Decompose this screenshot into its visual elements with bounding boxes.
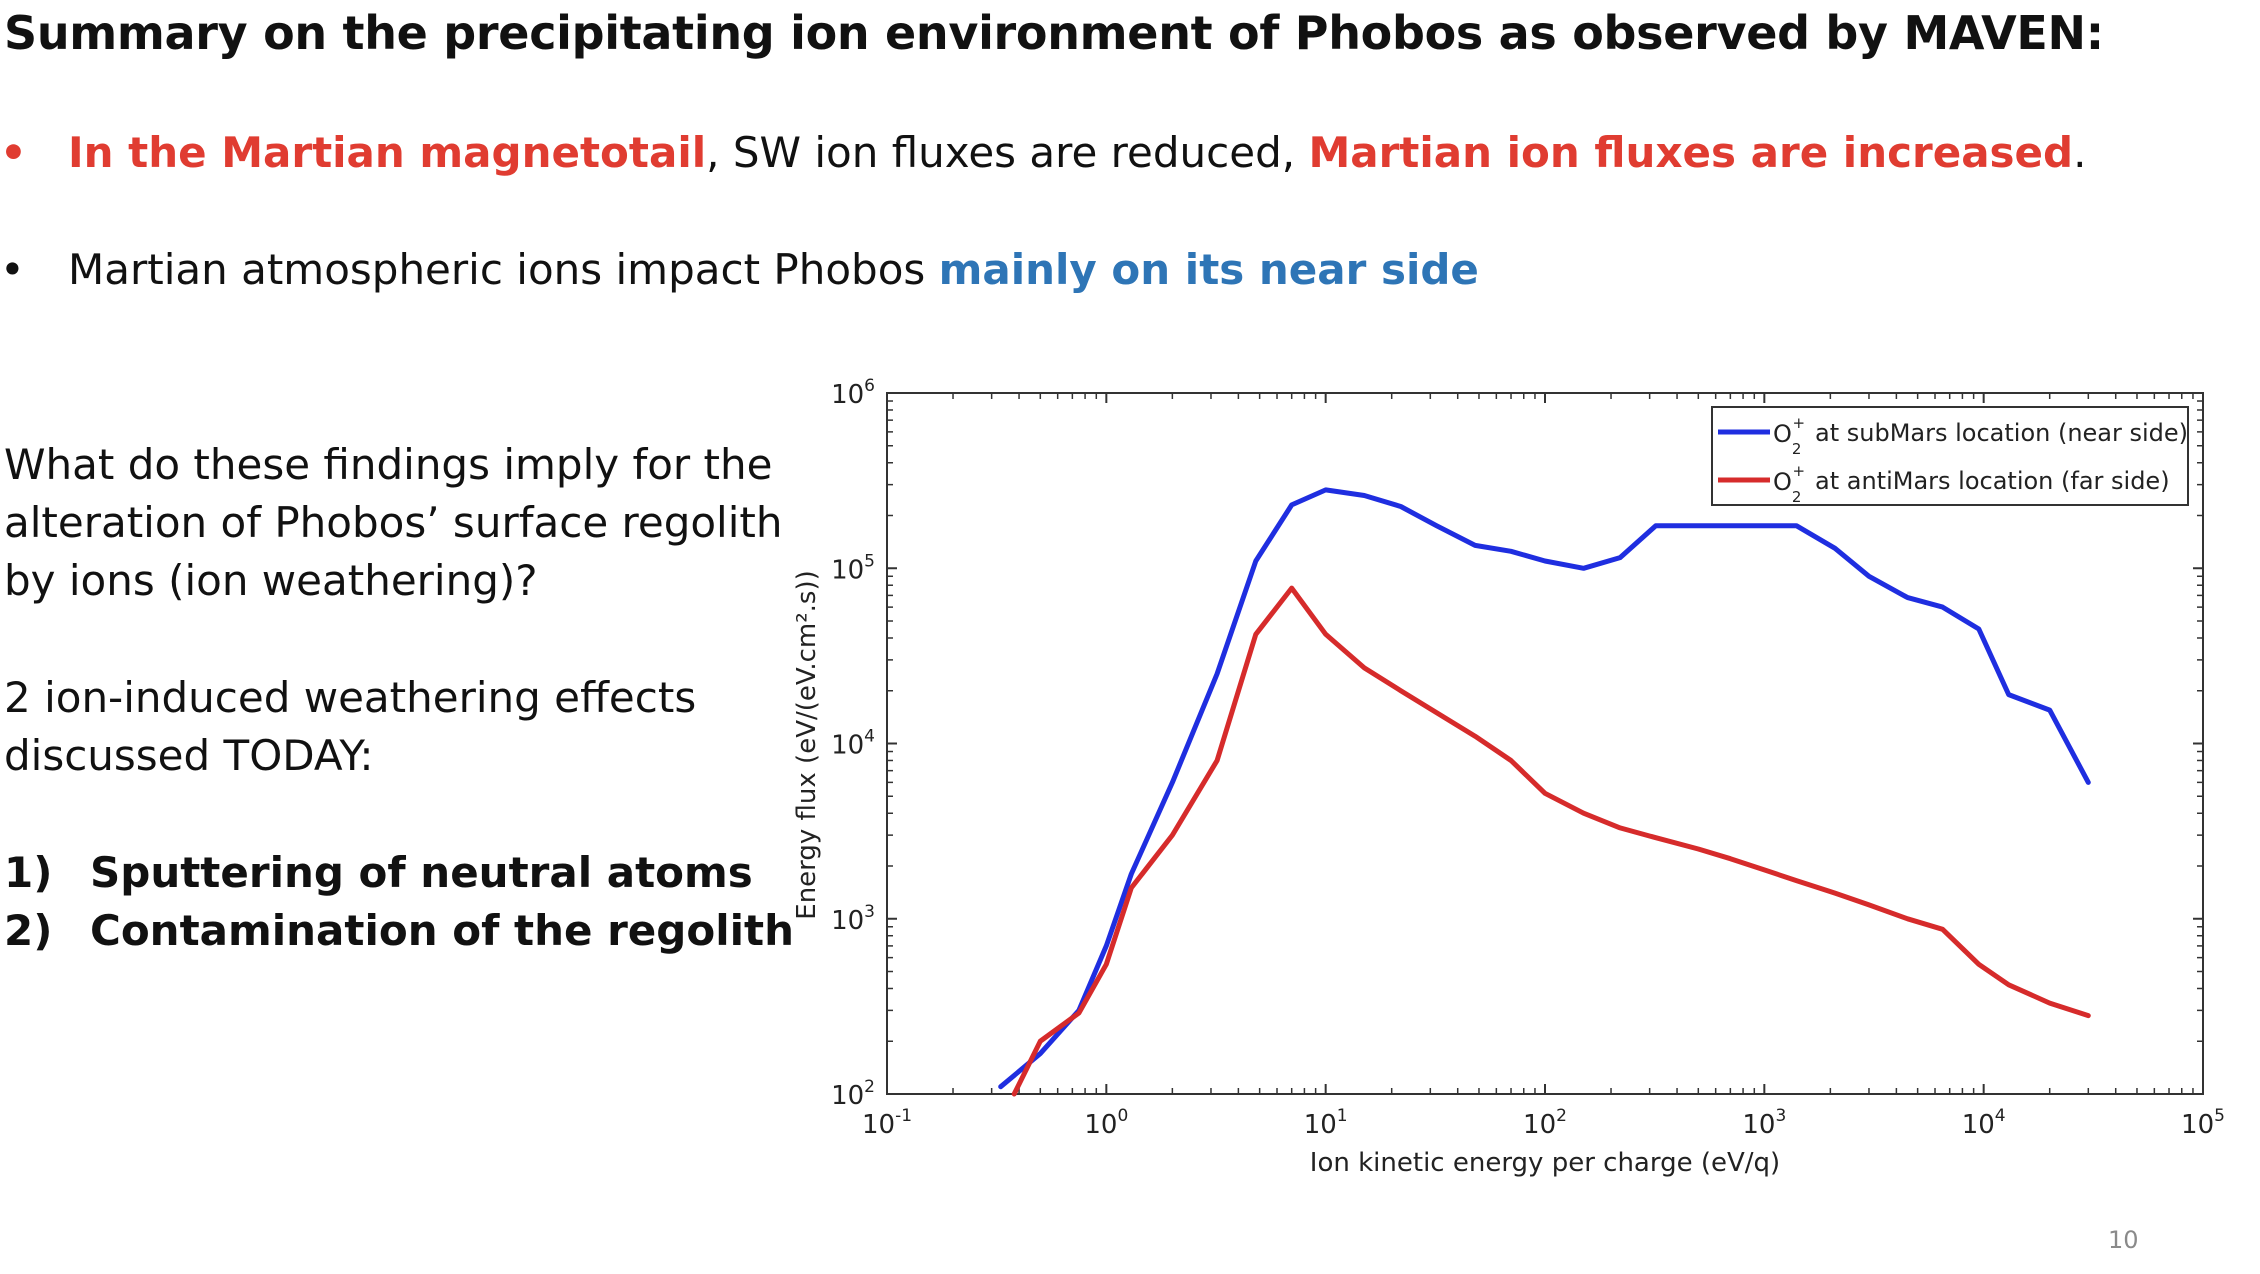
- x-tick-label: 100: [1084, 1106, 1128, 1140]
- x-tick-label: 10-1: [862, 1106, 912, 1140]
- effects-line: 2 ion-induced weathering effects: [4, 673, 697, 722]
- slide-title: Summary on the precipitating ion environ…: [4, 6, 2104, 60]
- x-axis-ticks: 10-1 100 101 102 103 104 105: [862, 393, 2225, 1140]
- item-number: 2): [4, 906, 53, 955]
- y-tick-label: 104: [831, 727, 875, 761]
- item-text: Contamination of the regolith: [90, 906, 794, 955]
- series-lines: [998, 487, 2091, 1097]
- plot-area: [886, 392, 2204, 1095]
- plain-text: , SW ion fluxes are reduced,: [706, 128, 1309, 177]
- bullet-marker: •: [0, 128, 27, 177]
- question-paragraph: What do these findings imply for the alt…: [4, 436, 782, 610]
- legend-label-near-side: at subMars location (near side): [1815, 419, 2188, 447]
- plain-text-end: .: [2073, 128, 2087, 177]
- page-number: 10: [2108, 1226, 2139, 1254]
- x-tick-label: 105: [2181, 1106, 2225, 1140]
- x-tick-label: 101: [1304, 1106, 1348, 1140]
- x-tick-label: 104: [1962, 1106, 2006, 1140]
- legend-label-far-side: at antiMars location (far side): [1815, 467, 2170, 495]
- x-axis-label: Ion kinetic energy per charge (eV/q): [1310, 1148, 1780, 1178]
- effects-line: discussed TODAY:: [4, 731, 374, 780]
- effect-item-sputtering: 1) Sputtering of neutral atoms: [4, 848, 764, 904]
- plain-text: Martian atmospheric ions impact Phobos: [68, 245, 939, 294]
- bullet-magnetotail: • In the Martian magnetotail, SW ion flu…: [0, 128, 2086, 184]
- y-axis-label: Energy flux (eV/(eV.cm².s)): [792, 570, 822, 919]
- item-text: Sputtering of neutral atoms: [90, 848, 753, 897]
- y-axis-ticks: 102 103 104 105 106: [831, 376, 2203, 1111]
- effects-paragraph: 2 ion-induced weathering effects discuss…: [4, 669, 696, 785]
- y-tick-label: 102: [831, 1077, 875, 1111]
- y-tick-label: 106: [831, 376, 875, 410]
- question-line: by ions (ion weathering)?: [4, 556, 538, 605]
- x-tick-label: 103: [1742, 1106, 1786, 1140]
- y-tick-label: 103: [831, 902, 875, 936]
- series-line-far-side: [1011, 585, 2091, 1097]
- bullet-text: In the Martian magnetotail, SW ion fluxe…: [68, 128, 2086, 177]
- emphasis-magnetotail: In the Martian magnetotail: [68, 128, 707, 177]
- y-tick-label: 105: [831, 551, 875, 585]
- bullet-text: Martian atmospheric ions impact Phobos m…: [68, 245, 1479, 294]
- item-number: 1): [4, 848, 53, 897]
- legend-box: [1711, 406, 2189, 506]
- bullet-near-side: • Martian atmospheric ions impact Phobos…: [0, 245, 1500, 301]
- bullet-marker: •: [0, 245, 25, 294]
- question-line: alteration of Phobos’ surface regolith: [4, 498, 783, 547]
- legend: O2+ at subMars location (near side) O2+ …: [1711, 406, 2189, 506]
- series-line-near-side: [998, 487, 2091, 1090]
- emphasis-near-side: mainly on its near side: [938, 245, 1479, 294]
- x-tick-label: 102: [1523, 1106, 1567, 1140]
- question-line: What do these findings imply for the: [4, 440, 773, 489]
- legend-ion-near-side: O2+: [1773, 414, 1805, 458]
- legend-ion-far-side: O2+: [1773, 462, 1805, 506]
- effect-item-contamination: 2) Contamination of the regolith: [4, 906, 794, 962]
- emphasis-martian-fluxes: Martian ion fluxes are increased: [1308, 128, 2074, 177]
